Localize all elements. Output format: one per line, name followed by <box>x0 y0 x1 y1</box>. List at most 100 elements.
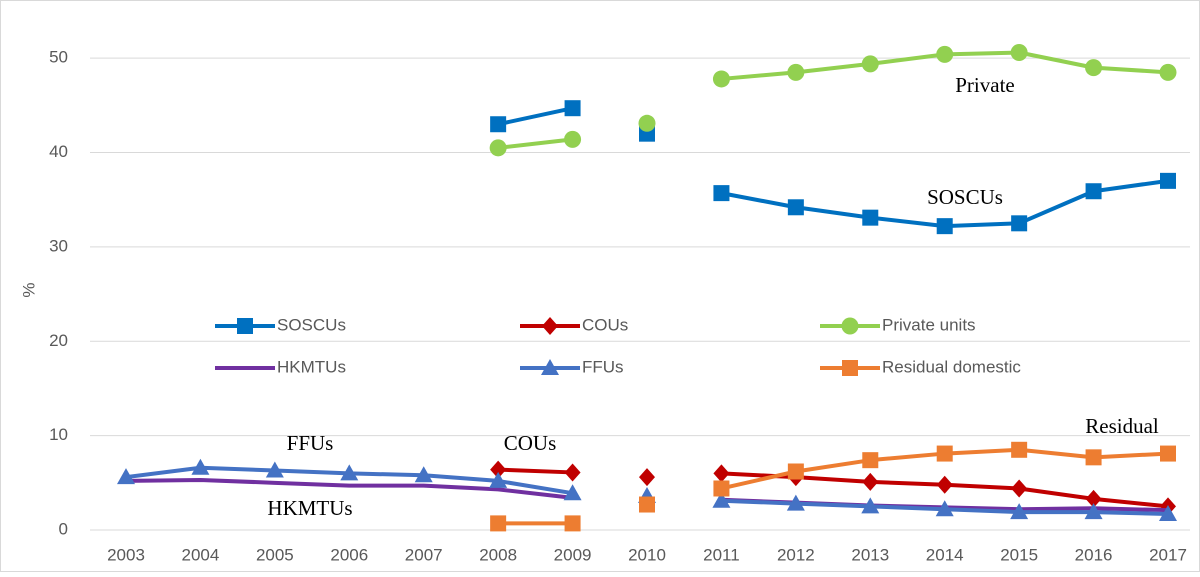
marker <box>862 452 879 469</box>
marker <box>935 500 954 517</box>
marker <box>787 199 804 216</box>
x-tick-label: 2011 <box>703 545 740 564</box>
legend-item: FFUs <box>520 357 624 376</box>
x-tick-label: 2012 <box>777 545 815 564</box>
legend-item: COUs <box>520 315 628 335</box>
series <box>490 100 1176 235</box>
y-tick-label: 50 <box>49 48 68 67</box>
legend-label: COUs <box>582 315 628 334</box>
marker <box>713 185 730 202</box>
y-axis-label: % <box>19 282 38 297</box>
x-tick-label: 2004 <box>182 545 220 564</box>
marker <box>541 359 559 375</box>
y-tick-label: 10 <box>49 425 68 444</box>
marker <box>564 100 581 117</box>
series-line <box>125 477 573 500</box>
legend-item: Residual domestic <box>820 357 1021 376</box>
marker <box>191 458 210 475</box>
marker <box>265 461 284 478</box>
legend-label: SOSCUs <box>277 315 346 334</box>
marker <box>542 317 558 335</box>
legend-item: Private units <box>820 315 976 335</box>
x-tick-label: 2010 <box>628 545 666 564</box>
annotation: Residual <box>1085 414 1159 438</box>
marker <box>1011 215 1028 232</box>
series-line <box>497 137 573 150</box>
marker <box>414 466 433 483</box>
marker <box>490 515 507 532</box>
annotation: SOSCUs <box>927 185 1003 209</box>
marker <box>787 63 805 81</box>
marker <box>1010 44 1028 62</box>
series-line <box>498 467 573 475</box>
x-tick-label: 2003 <box>107 545 145 564</box>
marker <box>787 463 804 480</box>
x-tick-label: 2017 <box>1149 545 1187 564</box>
series-line <box>497 106 573 127</box>
marker <box>237 318 253 334</box>
x-tick-label: 2013 <box>851 545 889 564</box>
marker <box>563 484 582 501</box>
marker <box>862 209 879 226</box>
annotation: FFUs <box>287 431 334 455</box>
marker <box>1085 489 1102 508</box>
series <box>117 458 1177 521</box>
series <box>489 44 1177 157</box>
marker <box>1160 172 1176 189</box>
x-tick-label: 2015 <box>1000 545 1038 564</box>
marker <box>861 497 880 514</box>
marker <box>713 464 730 483</box>
marker <box>564 515 581 532</box>
marker <box>564 463 581 482</box>
marker <box>1159 504 1177 521</box>
legend-label: Residual domestic <box>882 357 1021 376</box>
marker <box>712 491 731 508</box>
marker <box>861 55 879 73</box>
annotation: Private <box>955 73 1014 97</box>
series <box>490 441 1176 532</box>
marker <box>842 360 858 376</box>
marker <box>1010 503 1029 520</box>
marker <box>489 471 508 488</box>
x-tick-label: 2016 <box>1075 545 1113 564</box>
marker <box>490 460 507 479</box>
marker <box>1084 503 1103 520</box>
y-tick-label: 0 <box>59 519 68 538</box>
marker <box>639 468 655 487</box>
marker <box>841 317 859 335</box>
x-tick-label: 2006 <box>330 545 368 564</box>
x-tick-label: 2008 <box>479 545 517 564</box>
marker <box>1085 449 1102 466</box>
legend-label: HKMTUs <box>277 357 346 376</box>
marker <box>340 464 359 481</box>
y-tick-label: 30 <box>49 236 68 255</box>
marker <box>117 468 135 485</box>
y-tick-label: 20 <box>49 331 68 350</box>
marker <box>1011 441 1028 458</box>
x-tick-label: 2007 <box>405 545 443 564</box>
legend-item: HKMTUs <box>215 357 346 376</box>
marker <box>936 45 954 63</box>
marker <box>490 116 507 133</box>
x-tick-label: 2014 <box>926 545 964 564</box>
marker <box>936 445 953 462</box>
legend-label: FFUs <box>582 357 624 376</box>
x-tick-label: 2009 <box>554 545 592 564</box>
marker <box>1011 479 1028 498</box>
marker <box>564 130 582 148</box>
marker <box>936 475 953 494</box>
marker <box>713 480 730 497</box>
marker <box>1160 445 1176 462</box>
marker <box>639 496 655 513</box>
x-tick-label: 2005 <box>256 545 294 564</box>
legend-item: SOSCUs <box>215 315 346 334</box>
annotation: HKMTUs <box>267 496 352 520</box>
marker <box>638 114 656 132</box>
marker <box>1085 183 1102 200</box>
y-tick-label: 40 <box>49 142 68 161</box>
legend-label: Private units <box>882 315 976 334</box>
marker <box>786 494 805 511</box>
marker <box>712 70 730 88</box>
